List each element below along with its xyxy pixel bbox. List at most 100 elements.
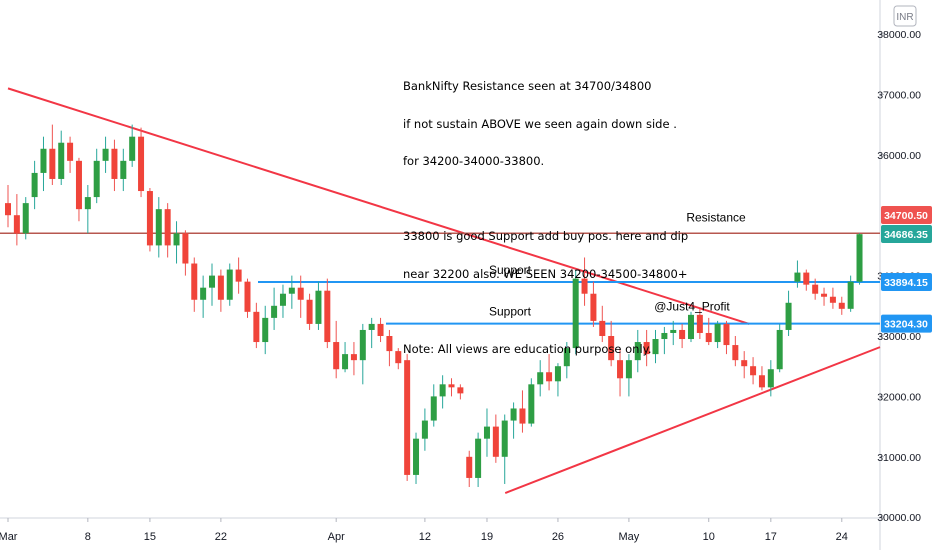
candle-body [546, 372, 553, 382]
candle-body [421, 420, 428, 439]
candle-body [705, 332, 712, 343]
candle-body [776, 329, 783, 370]
candle-body [209, 275, 216, 288]
x-tick-label: Apr [328, 531, 345, 543]
candle-body [200, 287, 207, 300]
y-tick-label: 31000.00 [877, 452, 921, 464]
y-tick-label: 32000.00 [877, 391, 921, 403]
candle-body [696, 314, 703, 333]
candle-body [386, 336, 393, 352]
price-label-resistance: 34700.50 [884, 210, 928, 222]
candle-body [457, 387, 464, 394]
candle-body [342, 354, 349, 370]
candle-body [537, 372, 544, 385]
candle-body [58, 142, 65, 179]
candle-body [306, 299, 313, 324]
note-line: 33800 is good Support add buy pos. here … [403, 229, 689, 243]
candle-body [501, 420, 508, 457]
candle-body [599, 320, 606, 336]
candle-body [608, 336, 615, 361]
author-tag: @Just4_Profit [654, 300, 730, 314]
candle-body [510, 408, 517, 421]
candle-body [750, 366, 757, 376]
ascending-trendline [504, 346, 881, 494]
candle-body [120, 160, 127, 179]
candle-body [466, 456, 473, 478]
note-line: Note: All views are education purpose on… [403, 341, 652, 356]
candle-body [173, 233, 180, 246]
candle-body [758, 375, 765, 388]
y-tick-label: 30000.00 [877, 512, 921, 524]
candle-body [625, 360, 632, 379]
candle-body [75, 160, 82, 210]
candle-body [643, 342, 650, 355]
candle-body [794, 272, 801, 282]
candle-body [572, 278, 579, 349]
candle-body [164, 209, 171, 246]
note-line: for 34200-34000-33800. [403, 154, 545, 168]
x-tick-label: 22 [215, 531, 227, 543]
candle-body [821, 293, 828, 297]
candle-body [262, 317, 269, 343]
candle-body [634, 342, 641, 361]
candle-body [93, 160, 100, 198]
candle-body [652, 339, 659, 355]
candle-body [359, 329, 366, 361]
x-tick-label: 12 [419, 531, 431, 543]
price-label-box-support-1 [881, 272, 932, 291]
price-label-box-last-price [881, 225, 932, 243]
candle-body [271, 305, 278, 318]
candle-body [138, 136, 145, 192]
y-tick-label: 37000.00 [877, 89, 921, 101]
candle-body [191, 263, 198, 300]
candle-body [368, 323, 375, 330]
note-line: BankNifty Resistance seen at 34700/34800 [403, 79, 652, 93]
candle-body [333, 342, 340, 370]
candle-body [617, 360, 624, 379]
candle-body [829, 296, 836, 303]
candle-body [129, 136, 136, 161]
candle-body [448, 384, 455, 388]
candle-body [67, 142, 74, 161]
candle-body [279, 293, 286, 306]
note-line: near 32200 also. WE SEEN 34200-34500-348… [403, 266, 688, 281]
candle-body [741, 360, 748, 367]
candle-body [155, 209, 162, 246]
x-tick-label: 26 [552, 531, 564, 543]
candle-body [723, 323, 730, 346]
candle-body [324, 290, 331, 343]
candle-body [670, 329, 677, 333]
candle-body [732, 345, 739, 361]
x-tick-label: 17 [765, 531, 777, 543]
candle-body [767, 369, 774, 388]
candle-body [687, 314, 694, 340]
candle-body [838, 302, 845, 309]
price-label-support-2: 33204.30 [884, 319, 928, 331]
analysis-note: BankNifty Resistance seen at 34700/34800… [403, 55, 688, 380]
candle-body [785, 302, 792, 330]
x-tick-label: 15 [144, 531, 156, 543]
support-label-lower: Support [489, 305, 532, 319]
candle-body [856, 234, 863, 282]
price-label-support-1: 33894.15 [884, 277, 928, 289]
candle-body [430, 396, 437, 421]
y-tick-label: 33000.00 [877, 331, 921, 343]
price-label-box-support-2 [881, 314, 932, 333]
candle-body [297, 287, 304, 300]
x-tick-label: 10 [703, 531, 715, 543]
candle-body [244, 281, 251, 312]
x-tick-label: 8 [85, 531, 91, 543]
note-line [403, 193, 688, 206]
currency-label: INR [896, 12, 913, 23]
candle-body [528, 384, 535, 424]
candle-body [226, 269, 233, 300]
candle-body [49, 148, 56, 179]
candle-body [395, 351, 402, 364]
candle-body [350, 354, 357, 361]
support-label-upper: Support [489, 263, 532, 277]
candle-body [413, 438, 420, 475]
x-tick-label: 19 [481, 531, 493, 543]
x-tick-label: May [619, 531, 640, 543]
note-line [403, 305, 688, 318]
